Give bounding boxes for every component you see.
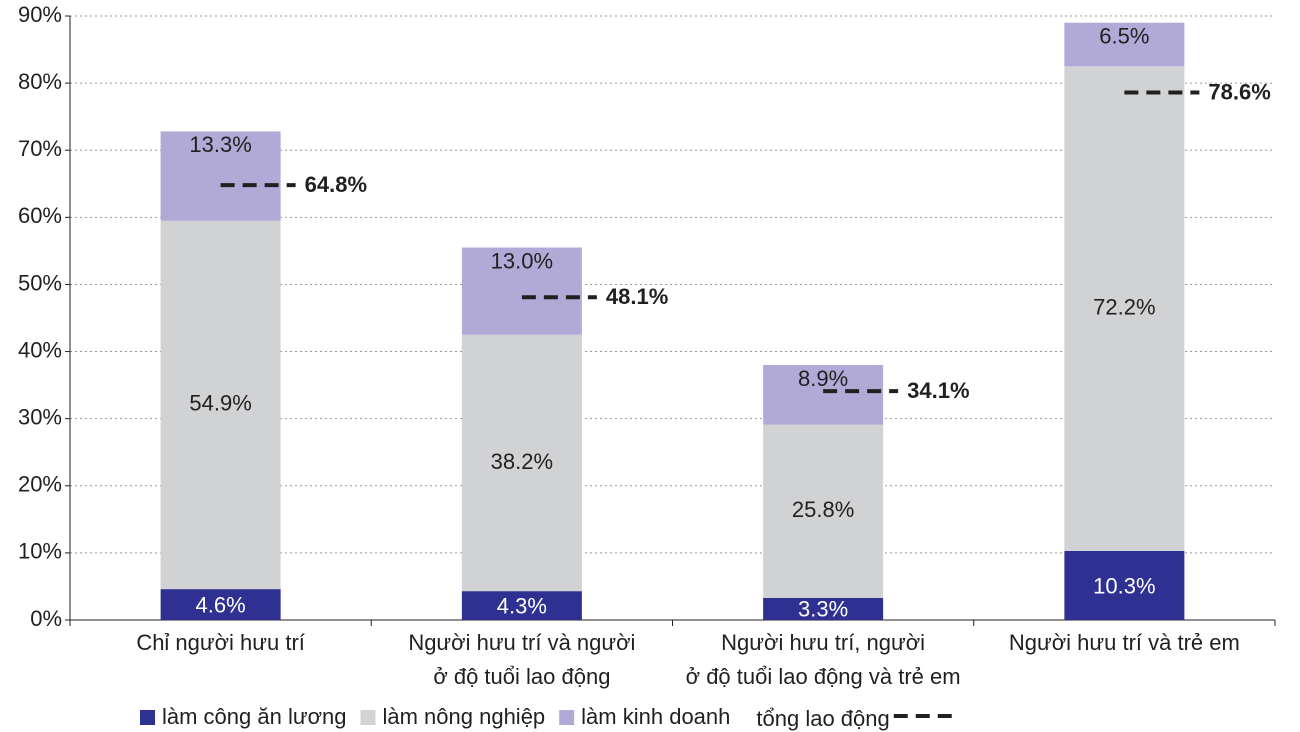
data-label: 54.9% <box>189 391 251 416</box>
y-tick-label: 30% <box>18 404 62 429</box>
x-tick-label: Người hưu trí và trẻ em <box>1009 630 1240 655</box>
legend-swatch <box>559 710 575 725</box>
data-label: 25.8% <box>792 497 854 522</box>
data-label: 6.5% <box>1099 24 1149 49</box>
data-label: 72.2% <box>1093 294 1155 319</box>
bar-segment <box>1064 66 1185 551</box>
y-tick-label: 60% <box>18 203 62 228</box>
bar-segment <box>763 597 884 620</box>
legend-label: làm nông nghiệp <box>382 704 545 729</box>
y-tick-label: 10% <box>18 539 62 564</box>
total-label: 48.1% <box>606 284 668 309</box>
x-tick-label: Người hưu trí và người ở độ tuổi lao động <box>408 630 635 689</box>
y-tick-label: 90% <box>18 2 62 27</box>
bar-segment <box>160 589 281 620</box>
y-tick-label: 40% <box>18 337 62 362</box>
legend-label: làm kinh doanh <box>581 704 730 729</box>
bar-segment <box>461 591 582 620</box>
total-label: 64.8% <box>305 172 367 197</box>
y-tick-label: 50% <box>18 270 62 295</box>
data-label: 4.3% <box>497 593 547 618</box>
data-label: 3.3% <box>798 597 848 622</box>
bar-segment <box>1064 22 1185 67</box>
x-tick-label: Chỉ người hưu trí <box>136 630 305 655</box>
data-label: 13.0% <box>491 248 553 273</box>
bar-segment <box>1064 550 1185 620</box>
data-label: 38.2% <box>491 449 553 474</box>
y-tick-label: 20% <box>18 472 62 497</box>
total-label: 78.6% <box>1208 79 1270 104</box>
total-label: 34.1% <box>907 378 969 403</box>
bar-segment <box>461 247 582 335</box>
data-label: 4.6% <box>196 592 246 617</box>
x-tick-label: Người hưu trí, người ở độ tuổi lao động v… <box>686 630 961 689</box>
data-label: 10.3% <box>1093 573 1155 598</box>
legend-swatch <box>360 710 376 725</box>
data-label: 13.3% <box>189 132 251 157</box>
bar-segment <box>763 364 884 425</box>
bar-segment <box>160 220 281 590</box>
legend-swatch <box>140 710 155 725</box>
bar-segment <box>763 424 884 598</box>
bar-segment <box>160 131 281 221</box>
legend-label: tổng lao động <box>756 706 889 731</box>
y-tick-label: 70% <box>18 136 62 161</box>
y-tick-label: 0% <box>30 606 62 631</box>
legend-label: làm công ăn lương <box>162 704 346 729</box>
data-label: 8.9% <box>798 366 848 391</box>
bar-segment <box>461 334 582 592</box>
y-tick-label: 80% <box>18 69 62 94</box>
